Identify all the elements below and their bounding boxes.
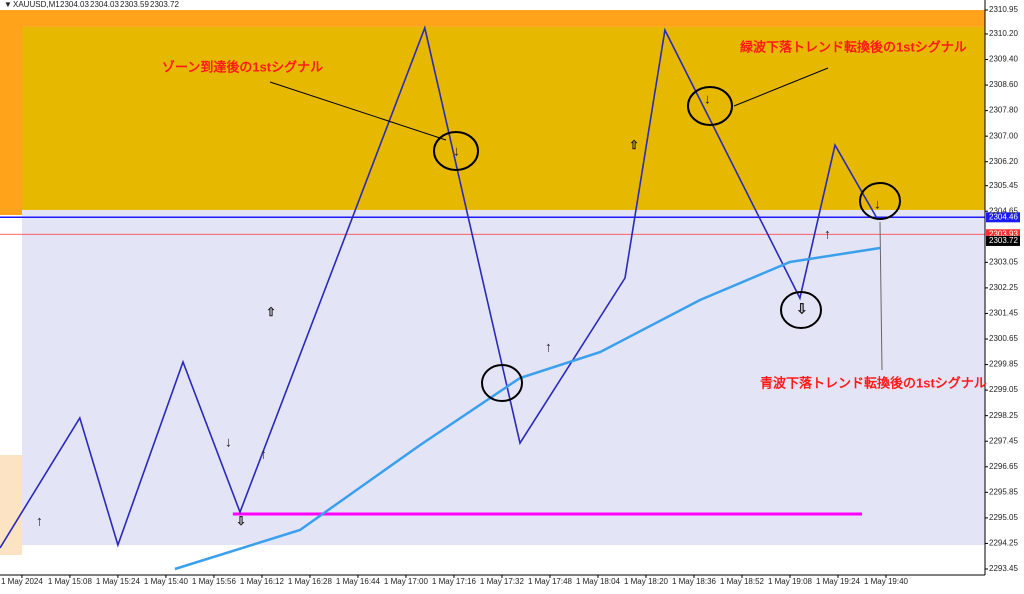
x-tick-label: 1 May 17:16 [432, 577, 477, 586]
y-tick-label: 2298.25 [989, 411, 1018, 420]
circle [481, 364, 523, 402]
annotations [269, 67, 901, 402]
signal-arrow: ↑ [545, 339, 552, 355]
y-tick-label: 2297.45 [989, 436, 1018, 445]
ohlc-value: 2304.03 [60, 0, 89, 9]
pointer [879, 221, 883, 371]
y-tick-label: 2294.25 [989, 539, 1018, 548]
x-tick-label: 1 May 17:00 [384, 577, 429, 586]
ohlc-value: 2303.72 [150, 0, 179, 9]
left-zone-strip [0, 455, 22, 555]
circle [433, 131, 479, 171]
symbol: XAUUSD,M1 [13, 0, 60, 9]
price-label: 2303.93 [989, 229, 1018, 238]
x-tick-label: 1 May 16:44 [336, 577, 381, 586]
y-tick-label: 2310.95 [989, 5, 1018, 14]
y-tick-label: 2295.85 [989, 487, 1018, 496]
y-tick-label: 2300.65 [989, 334, 1018, 343]
zone [22, 209, 985, 546]
annotation: 青波下落トレンド転換後の1stシグナル [760, 375, 987, 390]
y-tick-label: 2299.05 [989, 385, 1018, 394]
signal-arrow: ↓ [874, 196, 881, 212]
x-tick-label: 1 May 19:24 [816, 577, 861, 586]
zone [0, 10, 985, 27]
header-arrow: ▼ [4, 0, 12, 9]
x-tick-label: 1 May 16:12 [240, 577, 285, 586]
y-tick-label: 2307.80 [989, 106, 1018, 115]
y-tick-label: 2309.40 [989, 55, 1018, 64]
price-label-box [986, 212, 1020, 223]
y-tick-label: 2303.05 [989, 257, 1018, 266]
y-tick-label: 2305.45 [989, 181, 1018, 190]
series-line [0, 25, 879, 549]
y-tick-label: 2306.20 [989, 157, 1018, 166]
signal-arrow: ⇩ [796, 301, 808, 317]
circle [859, 182, 901, 220]
x-tick-label: 1 May 19:08 [768, 577, 813, 586]
signal-arrow: ⇧ [266, 305, 276, 319]
price-label: 2303.72 [989, 236, 1018, 245]
x-tick-label: 1 May 15:24 [96, 577, 141, 586]
y-tick-label: 2301.45 [989, 309, 1018, 318]
y-tick-label: 2299.85 [989, 360, 1018, 369]
x-tick-label: 1 May 19:40 [864, 577, 909, 586]
y-tick-label: 2304.65 [989, 206, 1018, 215]
time-axis [0, 575, 1024, 589]
x-tick-label: 1 May 18:04 [576, 577, 621, 586]
signal-arrow: ↑ [824, 226, 831, 242]
price-label-box [986, 235, 1020, 246]
y-tick-label: 2310.20 [989, 29, 1018, 38]
y-tick-label: 2296.65 [989, 462, 1018, 471]
circle [780, 291, 822, 329]
pointer [269, 81, 447, 141]
y-tick-label: 2293.45 [989, 564, 1018, 573]
price-label-box [986, 229, 1020, 240]
price-axis [985, 0, 1024, 589]
x-tick-label: 1 May 15:56 [192, 577, 237, 586]
ohlc-value: 2304.03 [90, 0, 119, 9]
annotation: ゾーン到達後の1stシグナル [162, 59, 323, 74]
signal-arrow: ↓ [453, 143, 460, 159]
x-tick-label: 1 May 18:52 [720, 577, 765, 586]
annotation: 緑波下落トレンド転換後の1stシグナル [740, 39, 967, 54]
pointer [733, 67, 829, 107]
x-tick-label: 1 May 17:32 [480, 577, 525, 586]
x-tick-label: 1 May 18:20 [624, 577, 669, 586]
x-tick-label: 1 May 2024 [1, 577, 43, 586]
x-tick-label: 1 May 15:08 [48, 577, 93, 586]
price-label: 2304.46 [989, 212, 1018, 221]
signal-arrow: ↑ [36, 513, 43, 529]
signal-arrow: ⇧ [629, 138, 639, 152]
y-tick-label: 2308.60 [989, 80, 1018, 89]
left-zone-strip [0, 10, 22, 215]
x-tick-label: 1 May 18:36 [672, 577, 717, 586]
x-tick-label: 1 May 16:28 [288, 577, 333, 586]
series-line [174, 246, 881, 571]
signal-arrow: ↓ [704, 91, 711, 107]
signals: ↑ ↑ ↑ ↑ ↓ ↓ ↓ ↓ ⇩ ⇩ ⇧ ⇧ [36, 91, 881, 529]
ohlc-value: 2303.59 [120, 0, 149, 9]
signal-arrow: ⇩ [236, 514, 246, 528]
y-tick-label: 2302.25 [989, 283, 1018, 292]
y-tick-label: 2307.00 [989, 131, 1018, 140]
signal-arrow: ↑ [260, 446, 267, 462]
circle [687, 86, 733, 126]
signal-arrow: ↓ [225, 434, 232, 450]
zone [22, 26, 985, 210]
y-tick-label: 2295.05 [989, 513, 1018, 522]
x-tick-label: 1 May 15:40 [144, 577, 189, 586]
x-tick-label: 1 May 17:48 [528, 577, 573, 586]
